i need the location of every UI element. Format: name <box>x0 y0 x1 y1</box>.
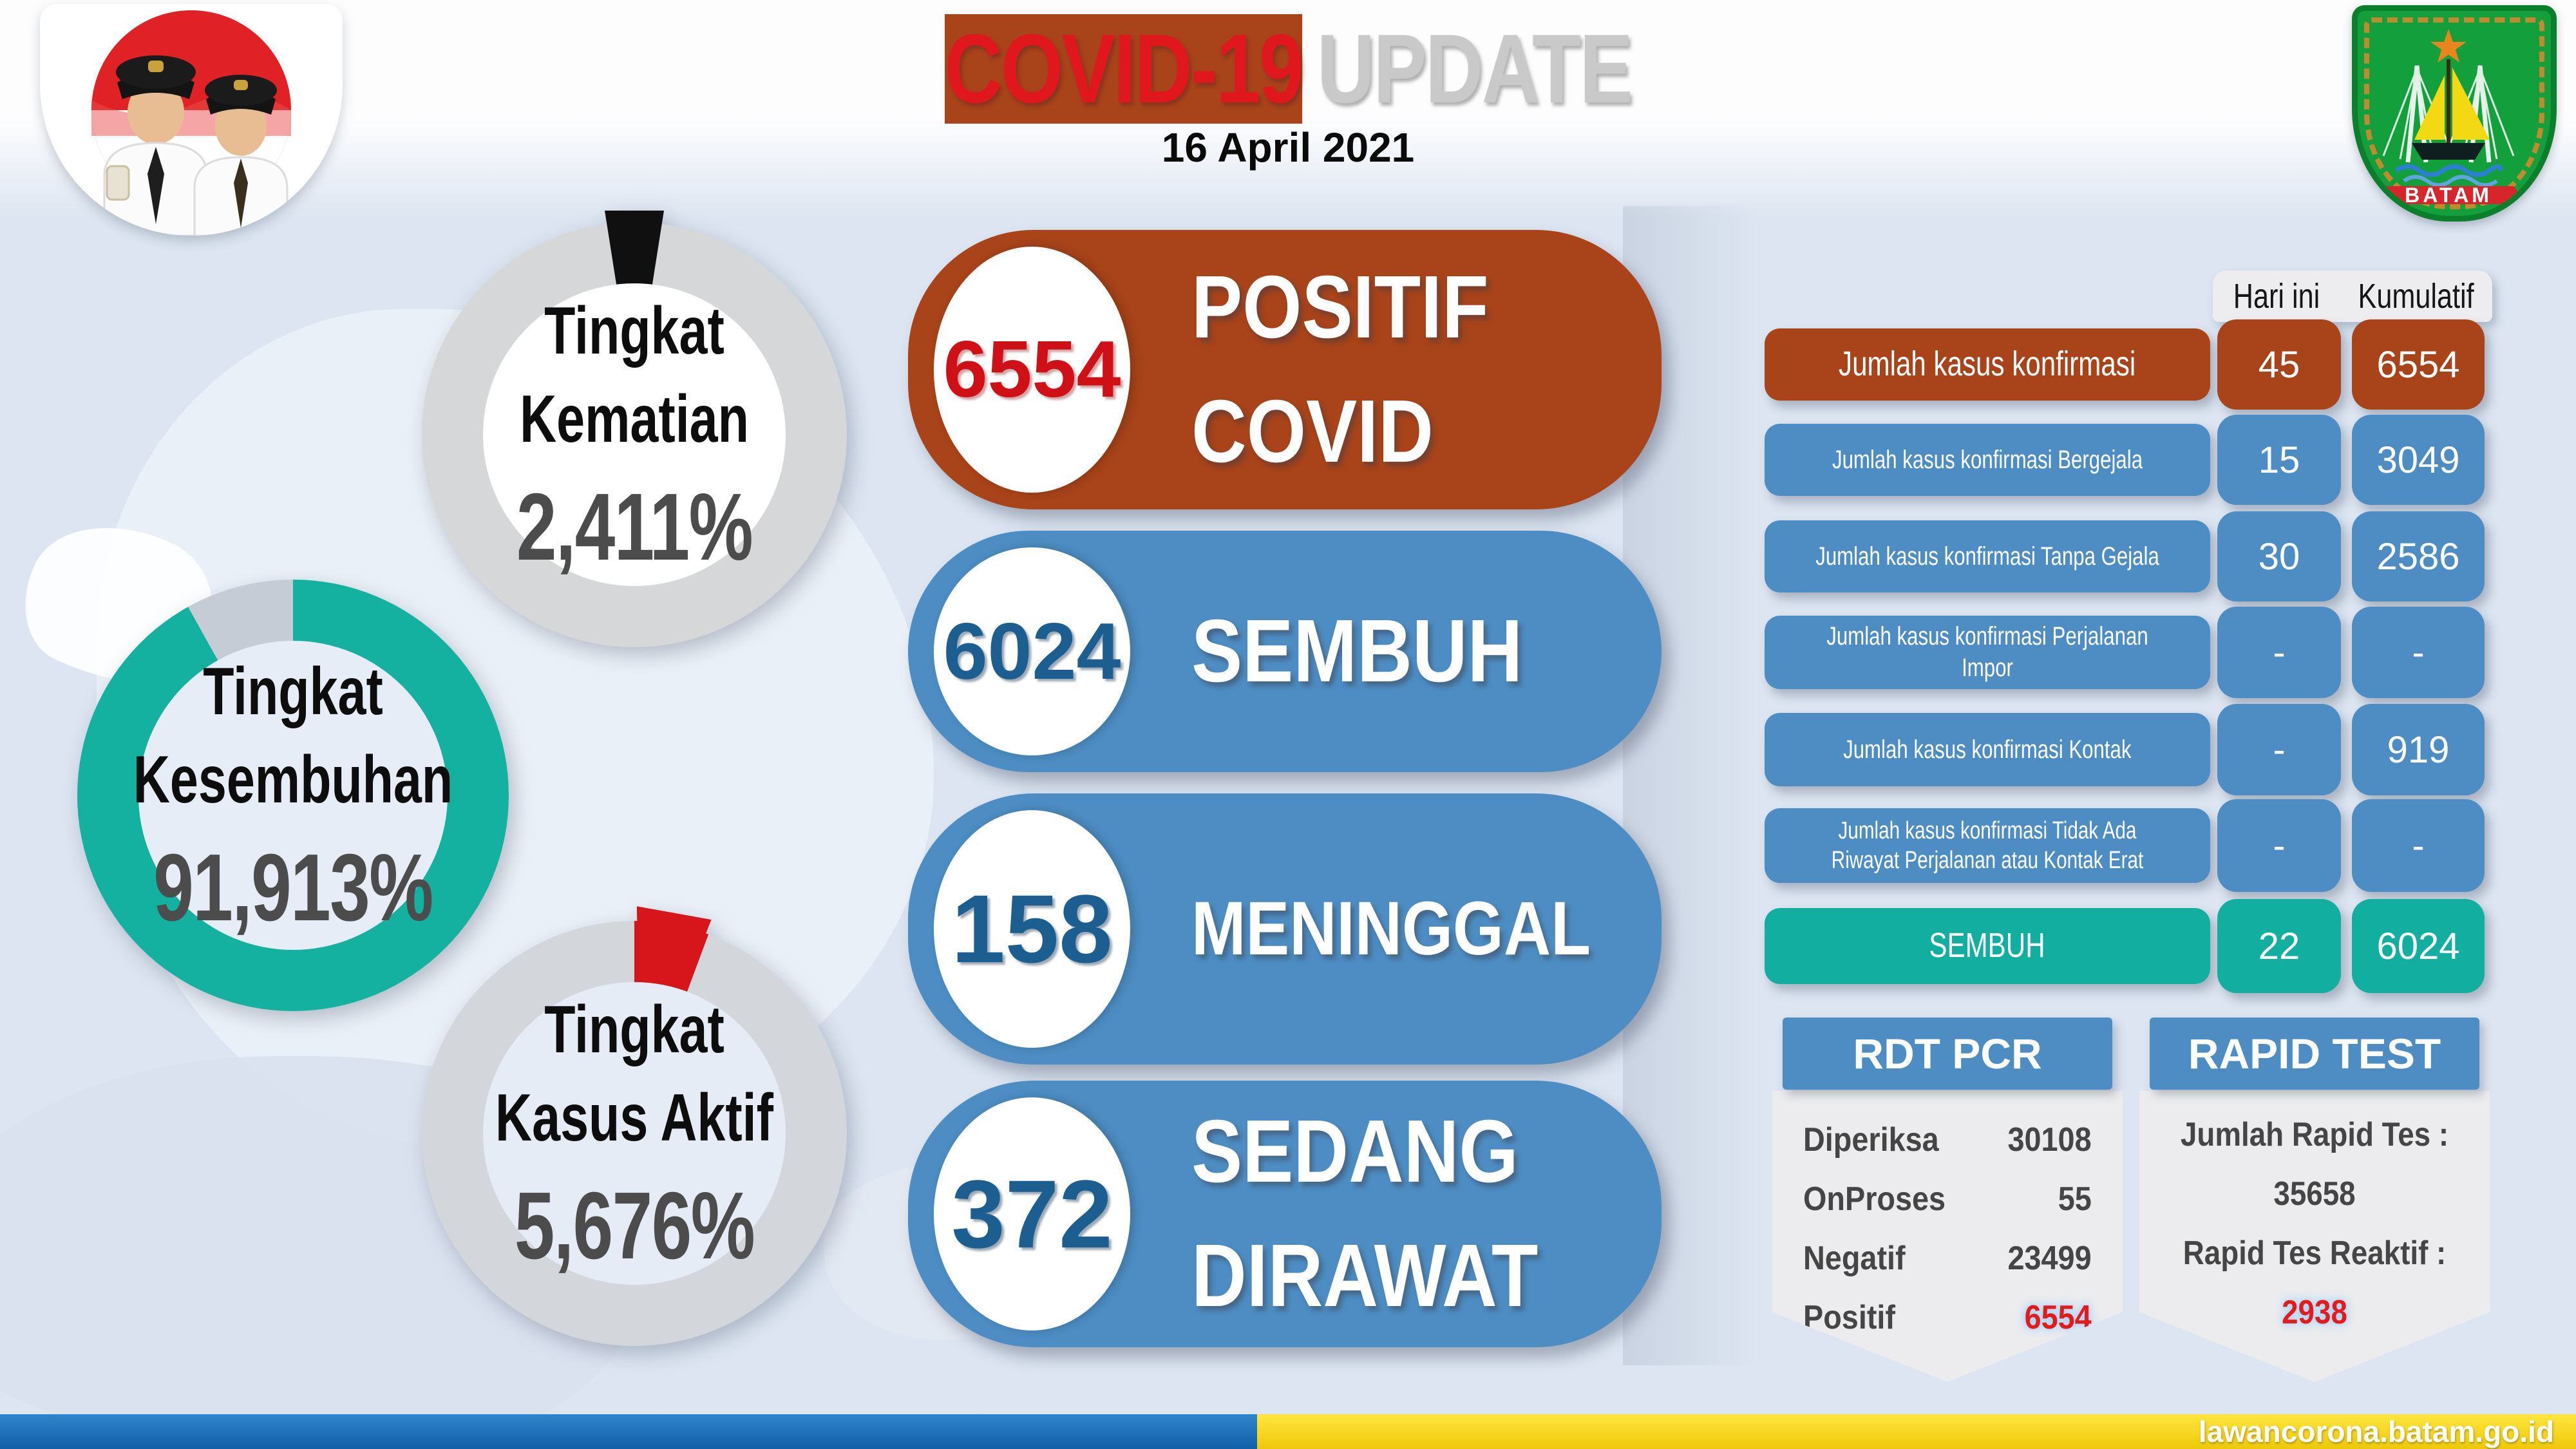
donut-hole <box>138 641 448 950</box>
page-title-update: UPDATE <box>1316 14 1633 124</box>
report-date: 16 April 2021 <box>1161 124 1415 171</box>
batam-logo-border <box>2364 17 2544 209</box>
donut-death-rate: Tingkat Kematian 2,411% <box>422 211 847 647</box>
row-value-hari-ini: 22 <box>2217 899 2341 993</box>
row-value-hari-ini: 15 <box>2217 415 2341 505</box>
page-title-covid: COVID-19 <box>944 14 1303 124</box>
banner-meninggal: 158 MENINGGAL <box>908 793 1662 1065</box>
banner-number: 6024 <box>943 607 1121 696</box>
donut-recovery-rate: Tingkat Kesembuhan 91,913% <box>77 580 509 1011</box>
row-value-kumulatif: 919 <box>2352 704 2485 795</box>
rdt-row-diperiksa: Diperiksa 30108 <box>1803 1121 2092 1159</box>
donut-value: 91,913% <box>153 835 433 942</box>
rdt-pcr-panel-body: Diperiksa 30108 OnProses 55 Negatif 23499 P… <box>1772 1091 2123 1382</box>
donut-value: 2,411% <box>516 474 753 581</box>
page-title: COVID-19 UPDATE <box>232 13 2344 126</box>
banner-label: POSITIF COVID <box>1191 257 1489 481</box>
row-value-kumulatif: - <box>2352 799 2485 892</box>
banner-sedang-dirawat: 372 SEDANG DIRAWAT <box>908 1081 1662 1347</box>
rapid-total-label: Jumlah Rapid Tes : <box>2180 1116 2449 1153</box>
banner-number-ellipse <box>934 810 1130 1048</box>
banner-number: 6554 <box>943 325 1121 414</box>
row-value-hari-ini: 30 <box>2217 511 2341 601</box>
donut-value: 5,676% <box>514 1173 755 1280</box>
banner-label: SEDANG DIRAWAT <box>1191 1101 1539 1325</box>
table-column-headers: Hari ini Kumulatif <box>2213 270 2492 322</box>
row-value-hari-ini: - <box>2217 799 2341 892</box>
row-label: Jumlah kasus konfirmasi Tanpa Gejala <box>1815 542 2159 571</box>
donut-hole <box>483 982 786 1285</box>
rapid-reactive-value: 2938 <box>2282 1294 2347 1331</box>
banner-sembuh: 6024 SEMBUH <box>908 531 1662 772</box>
rdt-row-onproses: OnProses 55 <box>1803 1180 2092 1218</box>
banner-number-ellipse <box>934 547 1130 755</box>
row-label: SEMBUH <box>1929 926 2046 965</box>
donut-label: Tingkat Kesembuhan <box>133 654 453 817</box>
rapid-total-value: 35658 <box>2273 1175 2356 1213</box>
row-label: Jumlah kasus konfirmasi Perjalanan Impor <box>1826 622 2148 682</box>
batam-logo-label: BATAM <box>2405 184 2492 204</box>
row-label: Jumlah kasus konfirmasi Bergejala <box>1832 445 2143 474</box>
banner-label: MENINGGAL <box>1191 886 1591 971</box>
row-label: Jumlah kasus konfirmasi Kontak <box>1843 735 2132 764</box>
column-header-hari-ini: Hari ini <box>2233 277 2320 316</box>
donut-label: Tingkat Kematian <box>520 293 749 457</box>
rapid-test-panel-body: Jumlah Rapid Tes : 35658 Rapid Tes Reakt… <box>2139 1091 2490 1382</box>
banner-positif-covid: 6554 POSITIF COVID <box>908 230 1662 509</box>
column-header-kumulatif: Kumulatif <box>2358 277 2475 316</box>
rdt-row-positif: Positif 6554 <box>1803 1299 2092 1336</box>
row-value-kumulatif: 3049 <box>2352 415 2485 505</box>
footer-bar-blue <box>0 1414 1257 1449</box>
donut-label: Tingkat Kasus Aktif <box>495 992 773 1155</box>
footer-url: lawancorona.batam.go.id <box>2198 1415 2554 1448</box>
banner-number: 372 <box>951 1159 1113 1268</box>
banner-number: 158 <box>951 875 1113 983</box>
banner-number-ellipse <box>934 247 1130 493</box>
row-value-kumulatif: 2586 <box>2352 511 2485 601</box>
donut-active-case-rate: Tingkat Kasus Aktif 5,676% <box>422 921 847 1346</box>
footer-bar-yellow: lawancorona.batam.go.id <box>1257 1414 2576 1449</box>
row-label: Jumlah kasus konfirmasi <box>1839 345 2136 384</box>
banner-label: SEMBUH <box>1191 601 1523 701</box>
row-value-kumulatif: 6554 <box>2352 319 2485 410</box>
row-value-kumulatif: 6024 <box>2352 899 2485 993</box>
row-value-hari-ini: - <box>2217 704 2341 795</box>
donut-hole <box>483 283 786 586</box>
rapid-reactive-label: Rapid Tes Reaktif : <box>2183 1235 2447 1272</box>
row-value-hari-ini: - <box>2217 607 2341 698</box>
rdt-pcr-panel-title: RDT PCR <box>1783 1018 2112 1090</box>
batam-city-logo: BATAM <box>2352 5 2557 222</box>
batam-logo-art: BATAM <box>2373 29 2524 204</box>
banner-number-ellipse <box>934 1097 1130 1331</box>
row-value-hari-ini: 45 <box>2217 319 2341 410</box>
rdt-row-negatif: Negatif 23499 <box>1803 1240 2092 1277</box>
row-value-kumulatif: - <box>2352 607 2485 698</box>
rapid-test-panel-title: RAPID TEST <box>2150 1018 2479 1090</box>
officials-logo-art <box>91 10 291 236</box>
officials-logo <box>40 4 343 236</box>
row-label: Jumlah kasus konfirmasi Tidak Ada Riwaya… <box>1831 817 2144 874</box>
